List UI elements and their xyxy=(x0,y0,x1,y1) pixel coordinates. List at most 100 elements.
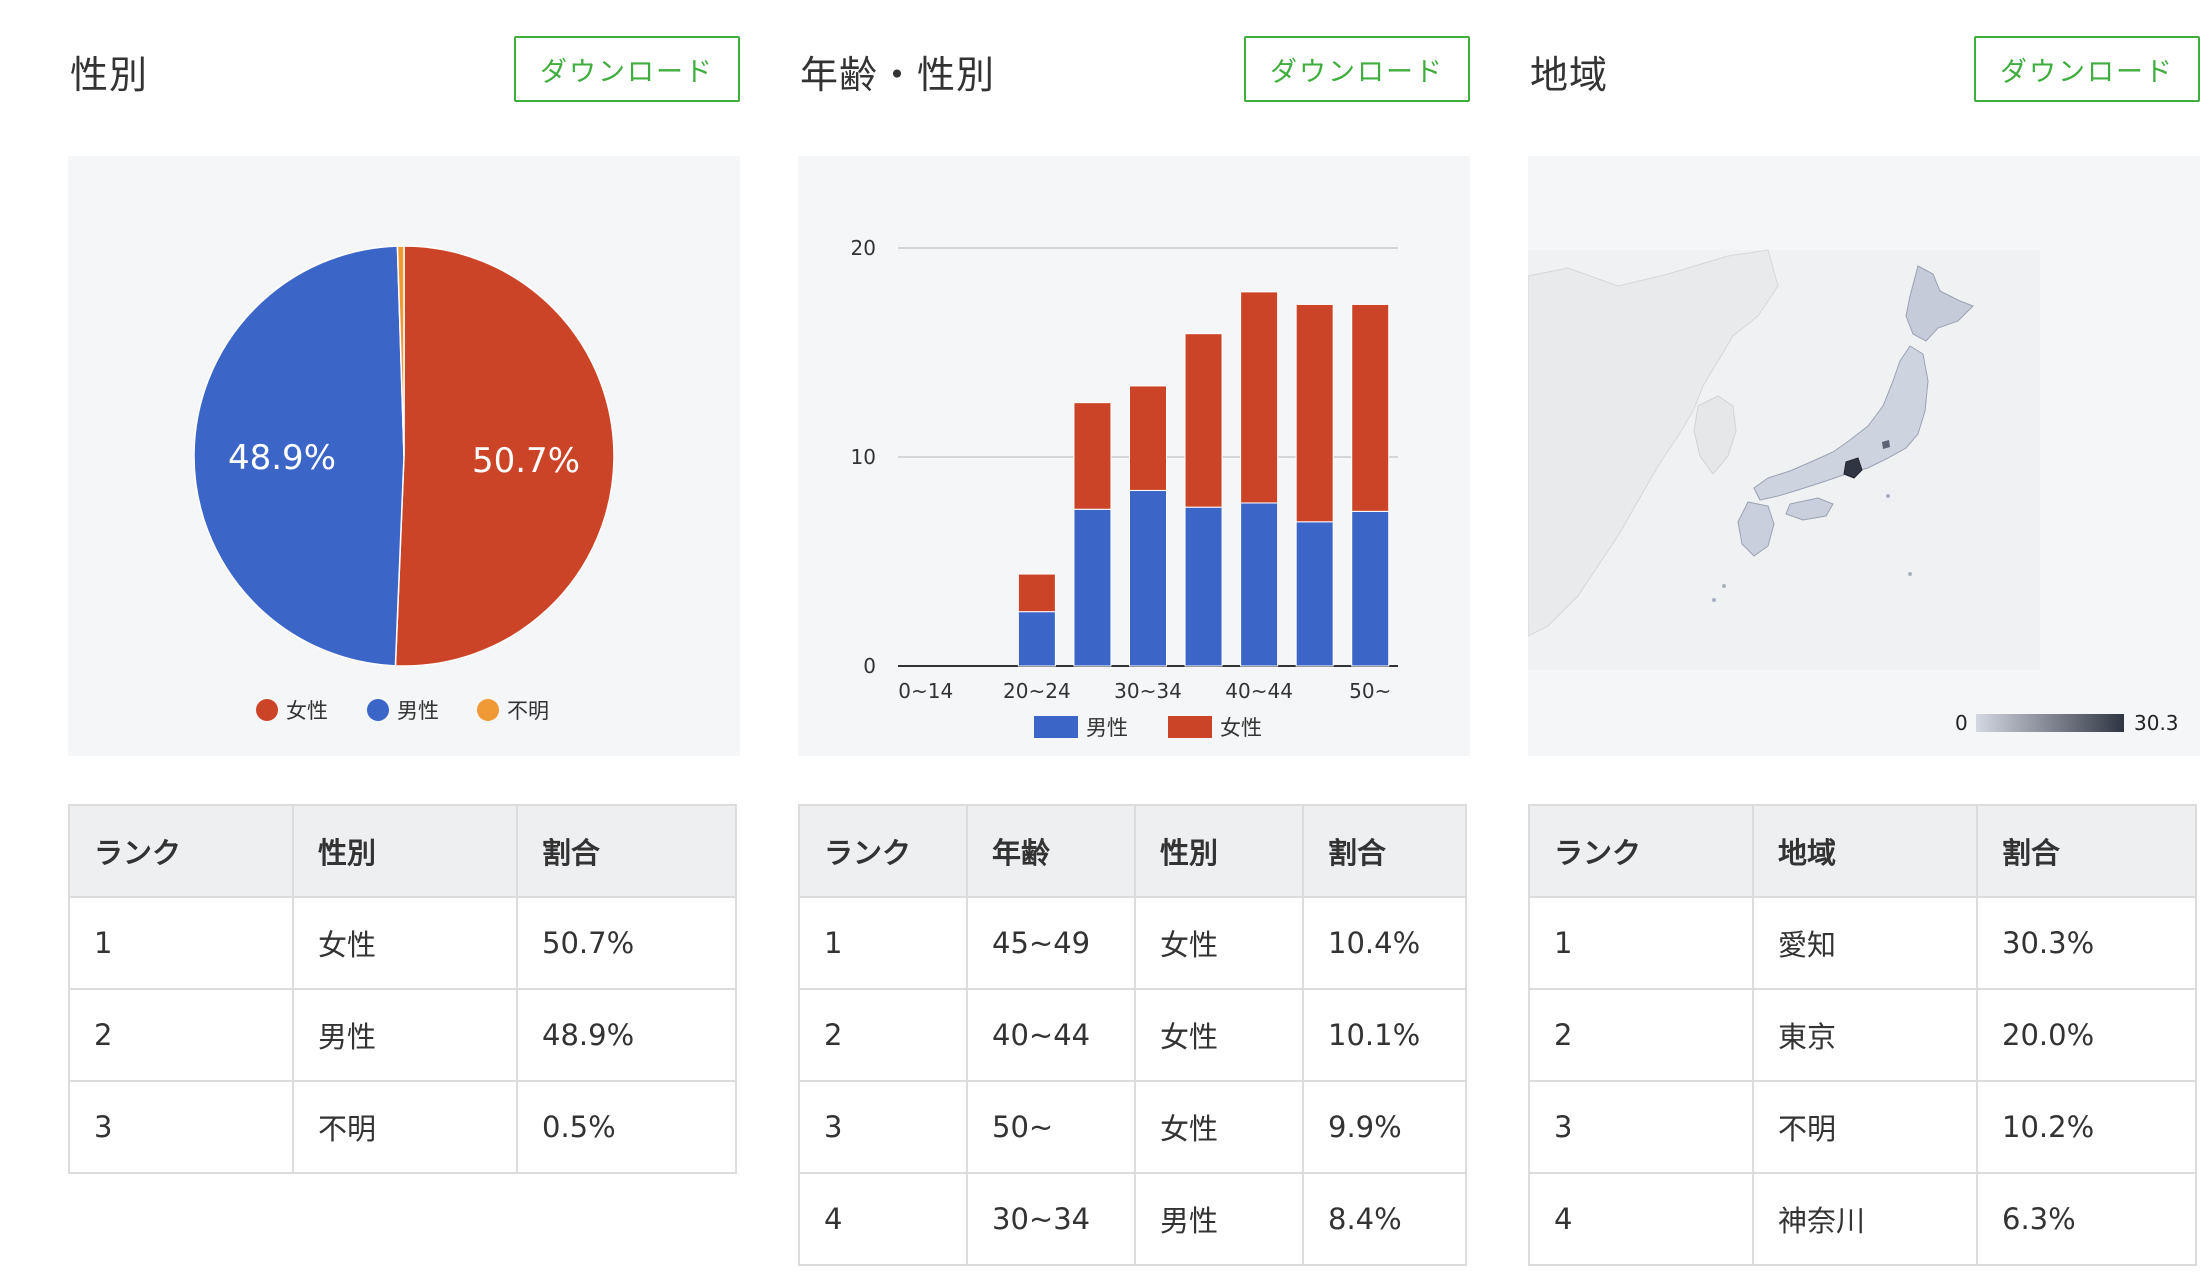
column-header: 割合 xyxy=(1976,804,2197,898)
table-header-row: ランク 年齢 性別 割合 xyxy=(798,804,1467,898)
table-cell: 48.9% xyxy=(516,988,737,1082)
gender-pie-chart: 50.7% 48.9% 女性 男性 不明 xyxy=(193,245,615,723)
legend-swatch-unknown xyxy=(477,699,499,721)
table-cell: 不明 xyxy=(292,1080,518,1174)
table-cell: 30~34 xyxy=(966,1172,1136,1266)
map-islands xyxy=(1722,584,1726,588)
bar-segment xyxy=(1129,489,1167,667)
column-header: 性別 xyxy=(1134,804,1304,898)
table-row: 1 愛知 30.3% xyxy=(1528,896,2197,990)
table-cell: 女性 xyxy=(1134,988,1304,1082)
table-row: 3 不明 10.2% xyxy=(1528,1080,2197,1174)
bar-segment xyxy=(1240,502,1279,667)
table-cell: 10.1% xyxy=(1302,988,1467,1082)
table-row: 3 不明 0.5% xyxy=(68,1080,737,1174)
pie-data-label-female: 50.7% xyxy=(472,441,580,481)
region-chart-panel: 0 30.3 xyxy=(1528,156,2200,756)
table-cell: 8.4% xyxy=(1302,1172,1467,1266)
table-cell: 2 xyxy=(798,988,968,1082)
table-cell: 1 xyxy=(798,896,968,990)
table-cell: 1 xyxy=(1528,896,1754,990)
pie-slice-unknown xyxy=(396,245,405,457)
y-tick-label: 0 xyxy=(863,654,876,678)
gender-rank-table: ランク 性別 割合 1 女性 50.7% 2 男性 48.9% 3 不明 0.5… xyxy=(68,804,737,1174)
table-cell: 女性 xyxy=(1134,896,1304,990)
table-cell: 40~44 xyxy=(966,988,1136,1082)
bar-segment xyxy=(1295,303,1334,523)
map-kyushu xyxy=(1737,501,1775,557)
column-header: ランク xyxy=(1528,804,1754,898)
legend-label-female: 女性 xyxy=(286,699,328,723)
column-header: 割合 xyxy=(516,804,737,898)
table-cell: 9.9% xyxy=(1302,1080,1467,1174)
map-shikoku xyxy=(1785,497,1834,521)
bar-segment xyxy=(1017,611,1056,667)
x-tick-label: 0~14 xyxy=(898,679,953,703)
table-cell: 女性 xyxy=(292,896,518,990)
table-cell: 0.5% xyxy=(516,1080,737,1174)
column-header: 割合 xyxy=(1302,804,1467,898)
table-cell: 4 xyxy=(1528,1172,1754,1266)
table-cell: 45~49 xyxy=(966,896,1136,990)
age-gender-rank-table: ランク 年齢 性別 割合 1 45~49 女性 10.4% 2 40~44 女性… xyxy=(798,804,1467,1266)
table-cell: 1 xyxy=(68,896,294,990)
table-cell: 50.7% xyxy=(516,896,737,990)
legend-swatch-male xyxy=(367,699,389,721)
map-japan xyxy=(1712,265,1974,602)
table-row: 2 40~44 女性 10.1% xyxy=(798,988,1467,1082)
bar-segment xyxy=(1073,402,1112,510)
pie-data-label-male: 48.9% xyxy=(228,438,336,478)
colorbar xyxy=(1976,714,2124,732)
region-download-button[interactable]: ダウンロード xyxy=(1974,36,2200,102)
x-tick-label: 20~24 xyxy=(1003,679,1071,703)
bar-segment xyxy=(1351,510,1390,667)
gender-title: 性別 xyxy=(70,53,149,97)
table-cell: 30.3% xyxy=(1976,896,2197,990)
gender-chart-panel: 50.7% 48.9% 女性 男性 不明 xyxy=(68,156,740,756)
table-row: 4 30~34 男性 8.4% xyxy=(798,1172,1467,1266)
region-section: 地域 ダウンロード 0 30.3 xyxy=(1528,0,2200,1280)
legend-label-male: 男性 xyxy=(397,699,439,723)
bar-segment xyxy=(1129,385,1167,491)
table-cell: 6.3% xyxy=(1976,1172,2197,1266)
table-cell: 2 xyxy=(1528,988,1754,1082)
table-cell: 愛知 xyxy=(1752,896,1978,990)
table-cell: 女性 xyxy=(1134,1080,1304,1174)
legend-swatch-female xyxy=(1168,716,1212,738)
table-row: 3 50~ 女性 9.9% xyxy=(798,1080,1467,1174)
map-islands xyxy=(1908,572,1912,576)
map-honshu xyxy=(1753,345,1929,501)
legend-label-female: 女性 xyxy=(1220,716,1262,740)
table-cell: 男性 xyxy=(292,988,518,1082)
age-gender-title: 年齢・性別 xyxy=(800,53,996,97)
bar-segment xyxy=(1184,506,1223,667)
table-cell: 東京 xyxy=(1752,988,1978,1082)
age-gender-download-button[interactable]: ダウンロード xyxy=(1244,36,1470,102)
table-cell: 3 xyxy=(68,1080,294,1174)
age-gender-chart-panel: 0 10 20 0~14 20~24 30~34 40~44 50~ 男性 女性 xyxy=(798,156,1470,756)
table-header-row: ランク 地域 割合 xyxy=(1528,804,2197,898)
table-cell: 10.2% xyxy=(1976,1080,2197,1174)
y-tick-label: 20 xyxy=(851,236,876,260)
age-gender-bar-chart: 0 10 20 0~14 20~24 30~34 40~44 50~ 男性 女性 xyxy=(851,236,1398,740)
age-gender-section: 年齢・性別 ダウンロード 0 10 20 0~14 20~24 30~34 40~44 50… xyxy=(798,0,1470,1280)
table-row: 2 東京 20.0% xyxy=(1528,988,2197,1082)
bar-segment xyxy=(1351,303,1390,512)
pie-slice-male xyxy=(193,245,405,667)
map-islands xyxy=(1886,494,1890,498)
column-header: ランク xyxy=(798,804,968,898)
colorbar-min-label: 0 xyxy=(1955,711,1968,735)
table-cell: 不明 xyxy=(1752,1080,1978,1174)
pie-slice-female xyxy=(394,245,615,667)
table-row: 4 神奈川 6.3% xyxy=(1528,1172,2197,1266)
column-header: 性別 xyxy=(292,804,518,898)
japan-map xyxy=(1528,249,2040,670)
bar-segment xyxy=(1240,291,1279,504)
table-cell: 男性 xyxy=(1134,1172,1304,1266)
bar-legend: 男性 女性 xyxy=(1034,716,1262,740)
table-cell: 3 xyxy=(1528,1080,1754,1174)
gender-download-button[interactable]: ダウンロード xyxy=(514,36,740,102)
map-aichi xyxy=(1843,457,1863,479)
legend-label-male: 男性 xyxy=(1086,716,1128,740)
table-row: 1 女性 50.7% xyxy=(68,896,737,990)
